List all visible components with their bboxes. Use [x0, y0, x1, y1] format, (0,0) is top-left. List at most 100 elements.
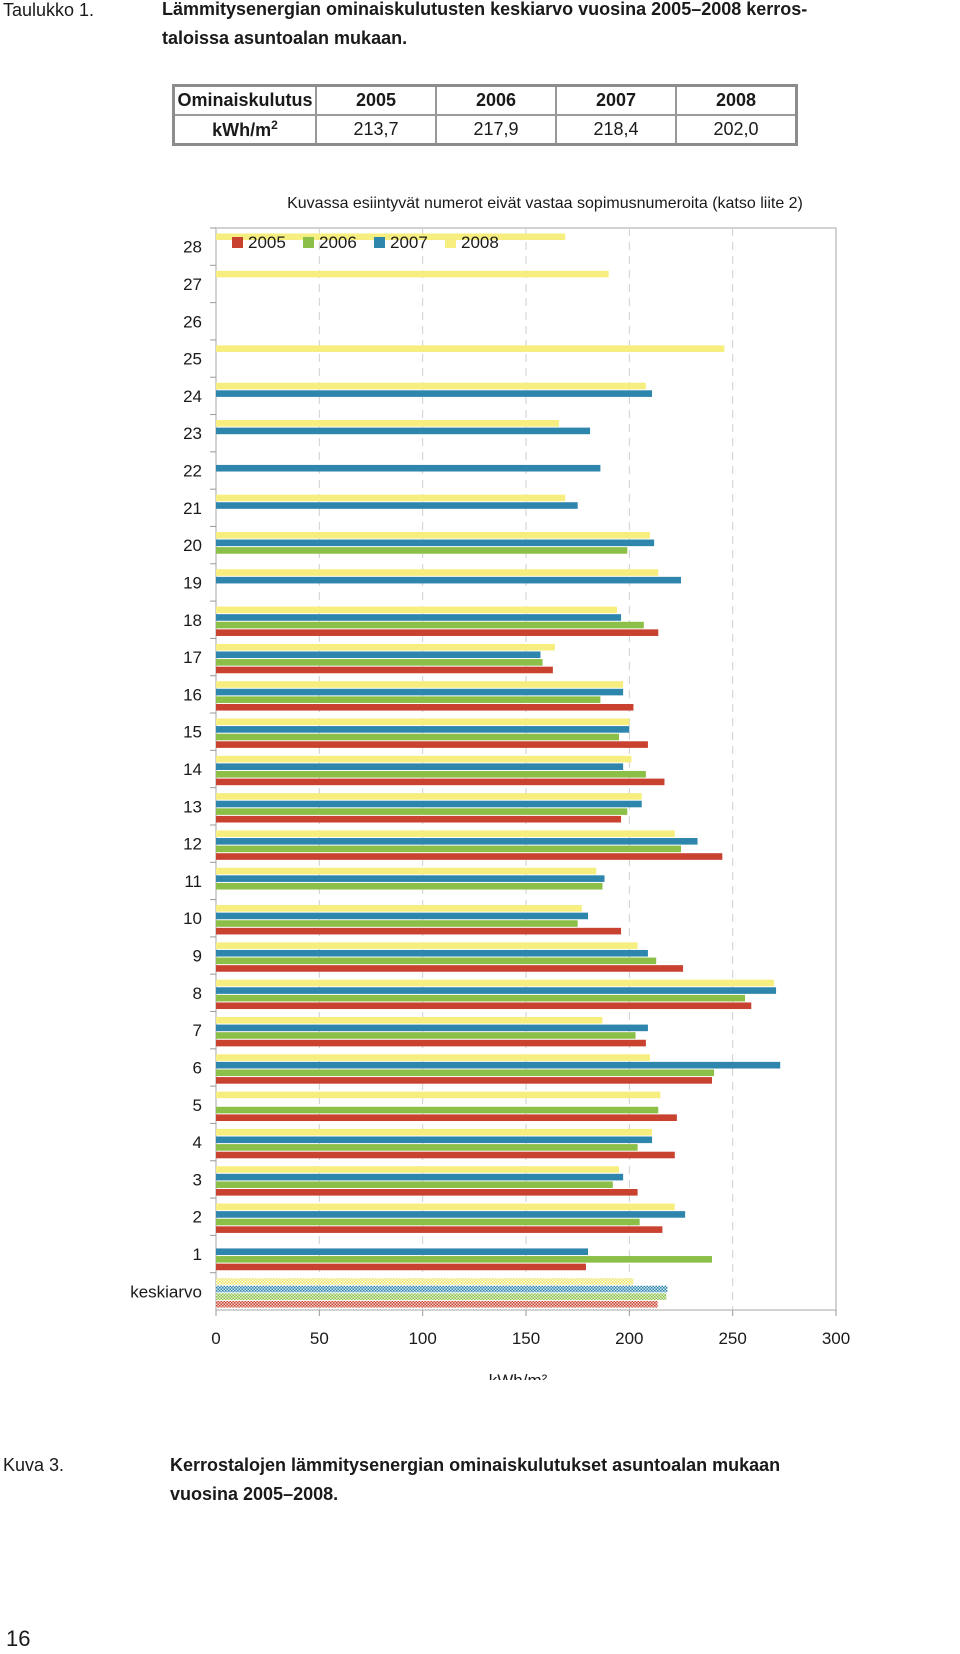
bar-2008-4	[216, 1128, 653, 1136]
bar-2007-23	[216, 427, 591, 435]
bar-2005-10	[216, 927, 622, 935]
bar-2008-3	[216, 1166, 619, 1173]
bar-2005-4	[216, 1151, 675, 1159]
y-tick-label: 8	[193, 984, 202, 1003]
bar-2008-25	[216, 345, 725, 352]
legend-label-2006: 2006	[319, 233, 357, 252]
x-tick-label: 100	[408, 1329, 436, 1348]
summary-table-value-row: kWh/m2 213,7 217,9 218,4 202,0	[172, 114, 798, 146]
bar-2008-5	[216, 1091, 661, 1099]
bar-2006-9	[216, 957, 657, 965]
bar-2007-21	[216, 502, 578, 509]
y-tick-label: 15	[183, 723, 202, 742]
table-caption-line-2: taloissa asuntoalan mukaan.	[162, 28, 408, 48]
summary-table-header-row: Ominaiskulutus 2005 2006 2007 2008	[172, 84, 798, 116]
y-tick-label: 27	[183, 275, 202, 294]
y-tick-label: 22	[183, 462, 202, 481]
legend-label-2007: 2007	[390, 233, 428, 252]
figure-caption-line-1: Kerrostalojen lämmitysenergian ominaisku…	[170, 1455, 781, 1475]
bar-2006-6	[216, 1069, 715, 1077]
bar-2008-13	[216, 793, 642, 800]
bar-2006-17	[216, 659, 543, 666]
bar-2008-10	[216, 905, 582, 912]
header-cell: 2007	[555, 84, 677, 116]
bar-2005-1	[216, 1263, 586, 1271]
bar-2005-7	[216, 1039, 646, 1047]
bar-2007-22	[216, 464, 601, 472]
bar-2008-keskiarvo	[216, 1278, 634, 1285]
value-cell: 218,4	[555, 114, 677, 146]
legend-swatch-2008	[445, 237, 456, 248]
unit-superscript: 2	[271, 118, 278, 132]
table-caption-line-1: Lämmitysenergian ominaiskulutusten keski…	[162, 0, 808, 19]
bar-2008-19	[216, 569, 659, 576]
bar-2008-24	[216, 382, 646, 390]
y-tick-label: 7	[193, 1021, 202, 1040]
table-caption-label: Taulukko 1.	[3, 0, 95, 20]
x-axis-labels: 0 50 100 150 200 250 300	[211, 1329, 850, 1348]
bar-2005-5	[216, 1114, 677, 1121]
bar-2008-17	[216, 643, 555, 651]
bar-2007-14	[216, 763, 624, 770]
x-tick-label: 50	[310, 1329, 329, 1348]
bar-2007-7	[216, 1024, 648, 1032]
bar-2007-3	[216, 1173, 624, 1181]
legend-swatch-2007	[374, 237, 385, 248]
bar-2007-2	[216, 1211, 686, 1218]
header-cell: Ominaiskulutus	[172, 84, 317, 116]
bar-2005-8	[216, 1002, 752, 1010]
y-tick-label: 9	[193, 947, 202, 966]
y-tick-label: 21	[183, 499, 202, 518]
bar-2006-16	[216, 696, 601, 703]
y-tick-label: 26	[183, 312, 202, 331]
bar-2007-18	[216, 614, 622, 621]
y-tick-label: 28	[183, 238, 202, 257]
bar-2005-3	[216, 1189, 638, 1196]
y-tick-label: 12	[183, 835, 202, 854]
bar-2007-4	[216, 1136, 653, 1144]
y-tick-label: 1	[193, 1245, 202, 1264]
bar-2005-keskiarvo	[216, 1300, 658, 1308]
bar-2006-7	[216, 1032, 636, 1039]
bar-2008-12	[216, 830, 675, 838]
x-tick-label: 0	[211, 1329, 220, 1348]
bar-2008-14	[216, 755, 632, 763]
bar-2005-9	[216, 965, 684, 972]
bar-2008-21	[216, 494, 566, 502]
figure-caption-line-2: vuosina 2005–2008.	[170, 1484, 339, 1504]
value-cell: 202,0	[675, 114, 798, 146]
chart-title: Kuvassa esiintyvät numerot eivät vastaa …	[287, 195, 803, 212]
bar-2007-12	[216, 838, 698, 845]
y-tick-label: 14	[183, 760, 202, 779]
bar-2008-15	[216, 718, 630, 726]
value-cell: 213,7	[315, 114, 437, 146]
y-tick-label: keskiarvo	[130, 1282, 202, 1301]
bar-2006-5	[216, 1106, 659, 1114]
y-tick-label: 24	[183, 387, 202, 406]
bar-2007-10	[216, 912, 588, 920]
header-cell: 2008	[675, 84, 798, 116]
bar-2007-13	[216, 800, 642, 808]
bar-2008-18	[216, 606, 617, 614]
y-tick-label: 6	[193, 1058, 202, 1077]
bar-2006-1	[216, 1256, 712, 1263]
summary-table: Ominaiskulutus 2005 2006 2007 2008 kWh/m…	[172, 84, 798, 146]
y-tick-label: 23	[183, 424, 202, 443]
y-axis-labels: keskiarvo1234567891011121314151617181920…	[130, 238, 202, 1302]
x-tick-label: 150	[512, 1329, 540, 1348]
bar-2007-keskiarvo	[216, 1285, 668, 1293]
bar-2006-13	[216, 808, 628, 815]
bar-2007-11	[216, 875, 605, 882]
legend-label-2008: 2008	[461, 233, 499, 252]
bar-2007-1	[216, 1248, 588, 1256]
bar-2006-10	[216, 920, 578, 927]
y-tick-label: 2	[193, 1208, 202, 1227]
bar-2008-7	[216, 1016, 603, 1024]
bar-2007-24	[216, 390, 653, 397]
bar-2007-20	[216, 539, 655, 547]
bar-2007-9	[216, 949, 648, 957]
bar-2008-6	[216, 1054, 650, 1061]
unit-cell: kWh/m2	[172, 114, 317, 146]
bar-2006-11	[216, 882, 603, 890]
figure-caption-text: Kerrostalojen lämmitysenergian ominaisku…	[170, 1451, 780, 1509]
